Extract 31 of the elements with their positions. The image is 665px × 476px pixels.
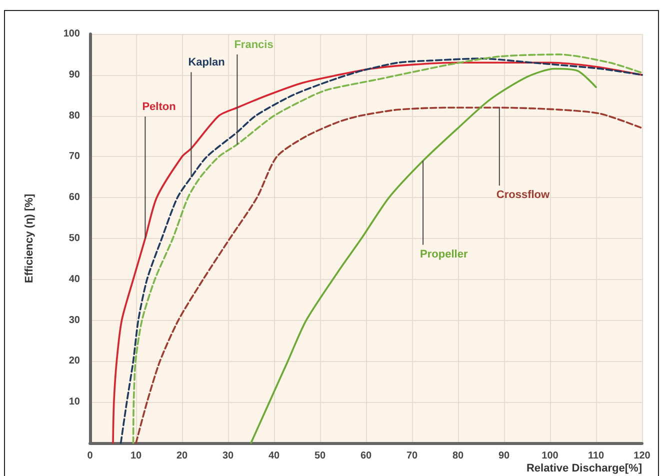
y-tick-label: 30	[68, 314, 80, 326]
y-axis-title: Efficiency (η) [%]	[24, 194, 36, 284]
x-tick-label: 20	[176, 450, 188, 462]
x-tick-label: 70	[406, 450, 418, 462]
y-tick-label: 20	[68, 356, 80, 367]
x-tick-label: 30	[222, 450, 234, 462]
x-tick-label: 10	[130, 450, 142, 462]
text: Francis	[234, 38, 274, 51]
x-tick-label: 40	[268, 450, 280, 462]
y-tick-label: 90	[68, 69, 80, 80]
text: Crossflow	[496, 189, 550, 202]
x-tick-label: 80	[452, 450, 464, 462]
x-tick-label: 100	[542, 450, 559, 462]
y-tick-label: 80	[68, 110, 80, 122]
y-tick-label: 60	[68, 192, 80, 204]
x-axis-title: Relative Discharge[%]	[526, 462, 642, 474]
line-series	[250, 68, 597, 444]
y-tick-label: 40	[68, 274, 80, 285]
x-tick-label: 60	[360, 450, 372, 462]
text: Kaplan	[188, 56, 226, 69]
y-tick-label: 10	[68, 396, 80, 408]
y-tick-label: 70	[68, 151, 80, 162]
text: Propeller	[420, 248, 468, 260]
x-tick-label: 50	[314, 450, 326, 462]
x-tick-label: 110	[588, 450, 604, 462]
x-tick-label: 90	[498, 450, 510, 462]
y-tick-label: 50	[68, 233, 80, 244]
y-tick-label: 100	[63, 28, 80, 40]
text: Pelton	[142, 101, 176, 113]
x-tick-label: 0	[87, 450, 94, 462]
x-tick-label: 120	[634, 450, 651, 462]
